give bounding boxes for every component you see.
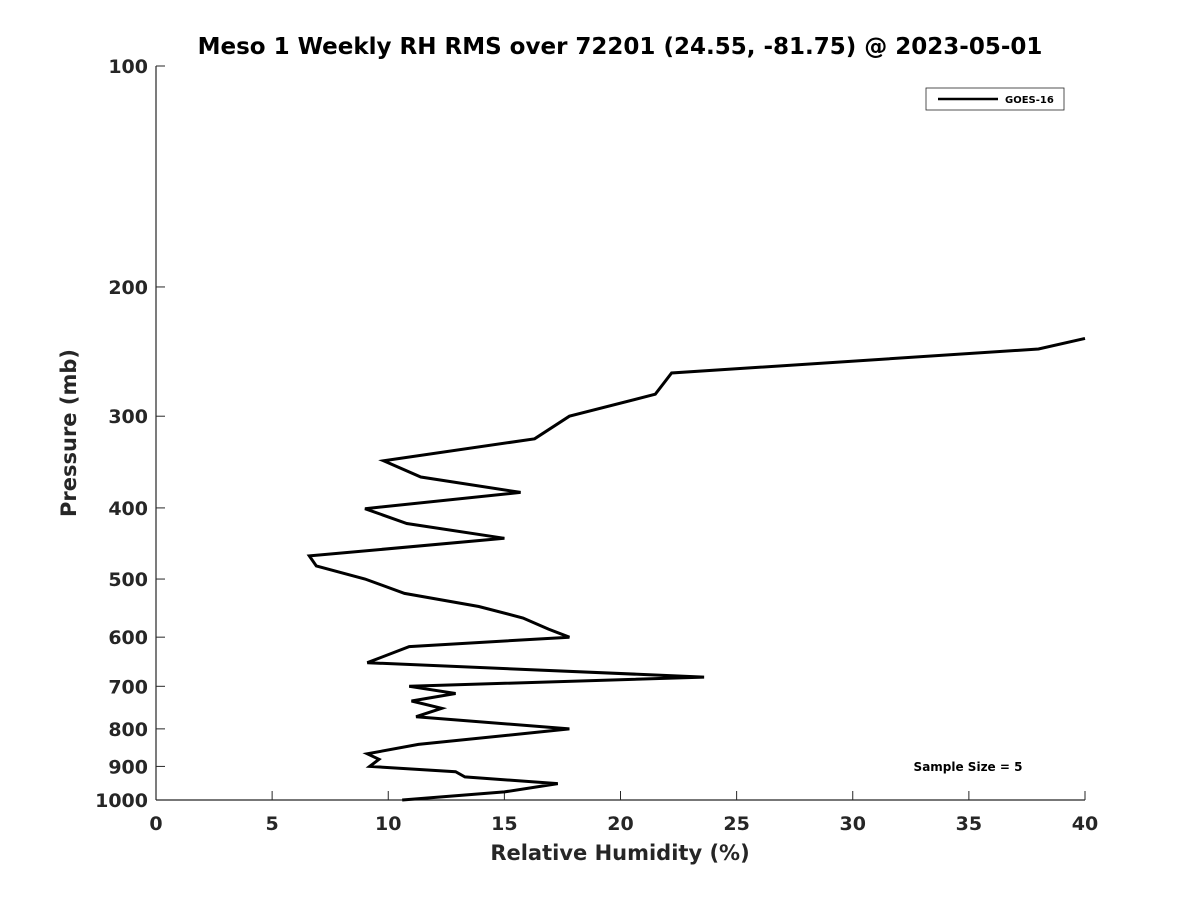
x-tick-label: 25 bbox=[723, 813, 749, 835]
y-axis-label: Pressure (mb) bbox=[57, 349, 81, 517]
x-tick-label: 40 bbox=[1072, 813, 1098, 835]
y-tick-label: 300 bbox=[108, 406, 148, 428]
sample-size-annotation: Sample Size = 5 bbox=[914, 760, 1023, 774]
series-line-goes-16 bbox=[309, 338, 1085, 800]
y-tick-label: 100 bbox=[108, 56, 148, 78]
y-tick-label: 200 bbox=[108, 277, 148, 299]
legend: GOES-16 bbox=[926, 88, 1064, 110]
series-layer bbox=[309, 338, 1085, 800]
y-tick-label: 900 bbox=[108, 756, 148, 778]
x-tick-label: 0 bbox=[149, 813, 162, 835]
axes bbox=[156, 66, 1085, 800]
x-tick-label: 10 bbox=[375, 813, 401, 835]
y-tick-label: 400 bbox=[108, 498, 148, 520]
x-axis-label: Relative Humidity (%) bbox=[490, 841, 749, 865]
y-ticks: 100 200 300 400 500 600 700 800 900 1000 bbox=[95, 56, 165, 812]
y-tick-label: 1000 bbox=[95, 790, 148, 812]
x-ticks: 0 5 10 15 20 25 30 35 40 bbox=[149, 791, 1098, 835]
x-tick-label: 5 bbox=[266, 813, 279, 835]
y-tick-label: 800 bbox=[108, 719, 148, 741]
y-tick-label: 500 bbox=[108, 569, 148, 591]
y-tick-label: 600 bbox=[108, 627, 148, 649]
legend-label-goes-16: GOES-16 bbox=[1005, 95, 1054, 106]
chart-title: Meso 1 Weekly RH RMS over 72201 (24.55, … bbox=[198, 34, 1043, 60]
x-tick-label: 30 bbox=[840, 813, 866, 835]
x-tick-label: 15 bbox=[491, 813, 517, 835]
x-tick-label: 20 bbox=[607, 813, 633, 835]
x-tick-label: 35 bbox=[956, 813, 982, 835]
y-tick-label: 700 bbox=[108, 676, 148, 698]
